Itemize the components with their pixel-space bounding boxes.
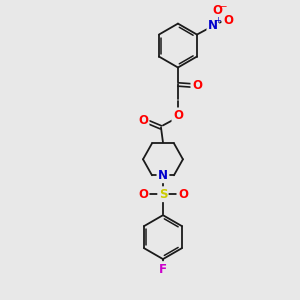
Text: N: N [208, 19, 218, 32]
Text: O: O [178, 188, 188, 201]
Text: O: O [212, 4, 222, 17]
Text: +: + [214, 16, 221, 25]
Text: F: F [159, 262, 167, 276]
Text: −: − [219, 1, 226, 10]
Text: O: O [192, 79, 202, 92]
Text: S: S [159, 188, 167, 201]
Text: O: O [223, 14, 233, 27]
Text: O: O [138, 114, 148, 127]
Text: O: O [173, 109, 183, 122]
Text: O: O [138, 188, 148, 201]
Text: N: N [158, 169, 168, 182]
